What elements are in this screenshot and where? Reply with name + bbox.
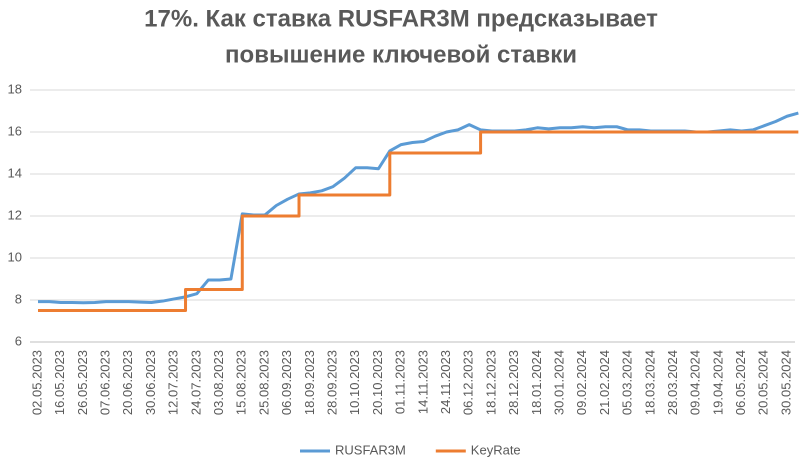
x-tick-label: 28.03.2024 bbox=[665, 350, 680, 415]
chart-title: повышение ключевой ставки bbox=[225, 41, 577, 68]
x-tick-label: 20.10.2023 bbox=[370, 350, 385, 415]
x-tick-label: 21.02.2024 bbox=[597, 350, 612, 415]
x-tick-label: 07.06.2023 bbox=[98, 350, 113, 415]
x-tick-label: 28.12.2023 bbox=[506, 350, 521, 415]
x-tick-label: 06.05.2024 bbox=[733, 350, 748, 415]
x-tick-label: 24.11.2023 bbox=[438, 350, 453, 414]
x-tick-label: 06.12.2023 bbox=[461, 350, 476, 415]
x-tick-label: 16.05.2023 bbox=[52, 350, 67, 415]
x-tick-label: 01.11.2023 bbox=[393, 350, 408, 414]
x-tick-label: 28.09.2023 bbox=[324, 350, 339, 415]
x-tick-label: 24.07.2023 bbox=[188, 350, 203, 415]
legend-label: RUSFAR3M bbox=[335, 442, 406, 457]
series-line bbox=[38, 130, 799, 312]
x-tick-label: 26.05.2023 bbox=[75, 350, 90, 415]
y-tick-label: 16 bbox=[8, 123, 22, 138]
x-tick-label: 30.01.2024 bbox=[551, 350, 566, 415]
x-tick-label: 03.08.2023 bbox=[211, 350, 226, 415]
x-tick-label: 09.02.2024 bbox=[574, 350, 589, 415]
x-tick-label: 09.04.2024 bbox=[688, 350, 703, 415]
y-tick-label: 14 bbox=[8, 165, 22, 180]
x-tick-label: 30.05.2024 bbox=[778, 350, 793, 415]
x-tick-label: 18.12.2023 bbox=[483, 350, 498, 415]
x-tick-label: 18.09.2023 bbox=[302, 350, 317, 415]
x-tick-label: 12.07.2023 bbox=[166, 350, 181, 415]
x-tick-label: 19.04.2024 bbox=[710, 350, 725, 415]
y-tick-label: 10 bbox=[8, 249, 22, 264]
x-tick-label: 18.01.2024 bbox=[529, 350, 544, 415]
x-tick-label: 05.03.2024 bbox=[620, 350, 635, 415]
x-tick-label: 02.05.2023 bbox=[29, 350, 44, 415]
x-tick-label: 10.10.2023 bbox=[347, 350, 362, 415]
x-tick-label: 30.06.2023 bbox=[143, 350, 158, 415]
x-tick-label: 06.09.2023 bbox=[279, 350, 294, 415]
series-line bbox=[38, 111, 799, 305]
x-tick-label: 15.08.2023 bbox=[234, 350, 249, 415]
y-tick-label: 6 bbox=[15, 333, 22, 348]
x-tick-label: 20.05.2024 bbox=[756, 350, 771, 415]
y-tick-label: 12 bbox=[8, 207, 22, 222]
x-tick-label: 20.06.2023 bbox=[120, 350, 135, 415]
x-tick-label: 18.03.2024 bbox=[642, 350, 657, 415]
x-tick-label: 14.11.2023 bbox=[415, 350, 430, 414]
chart-title: 17%. Как ставка RUSFAR3M предсказывает bbox=[144, 5, 658, 32]
x-tick-label: 25.08.2023 bbox=[256, 350, 271, 415]
y-tick-label: 8 bbox=[15, 291, 22, 306]
legend-label: KeyRate bbox=[471, 442, 521, 457]
y-tick-label: 18 bbox=[8, 81, 22, 96]
